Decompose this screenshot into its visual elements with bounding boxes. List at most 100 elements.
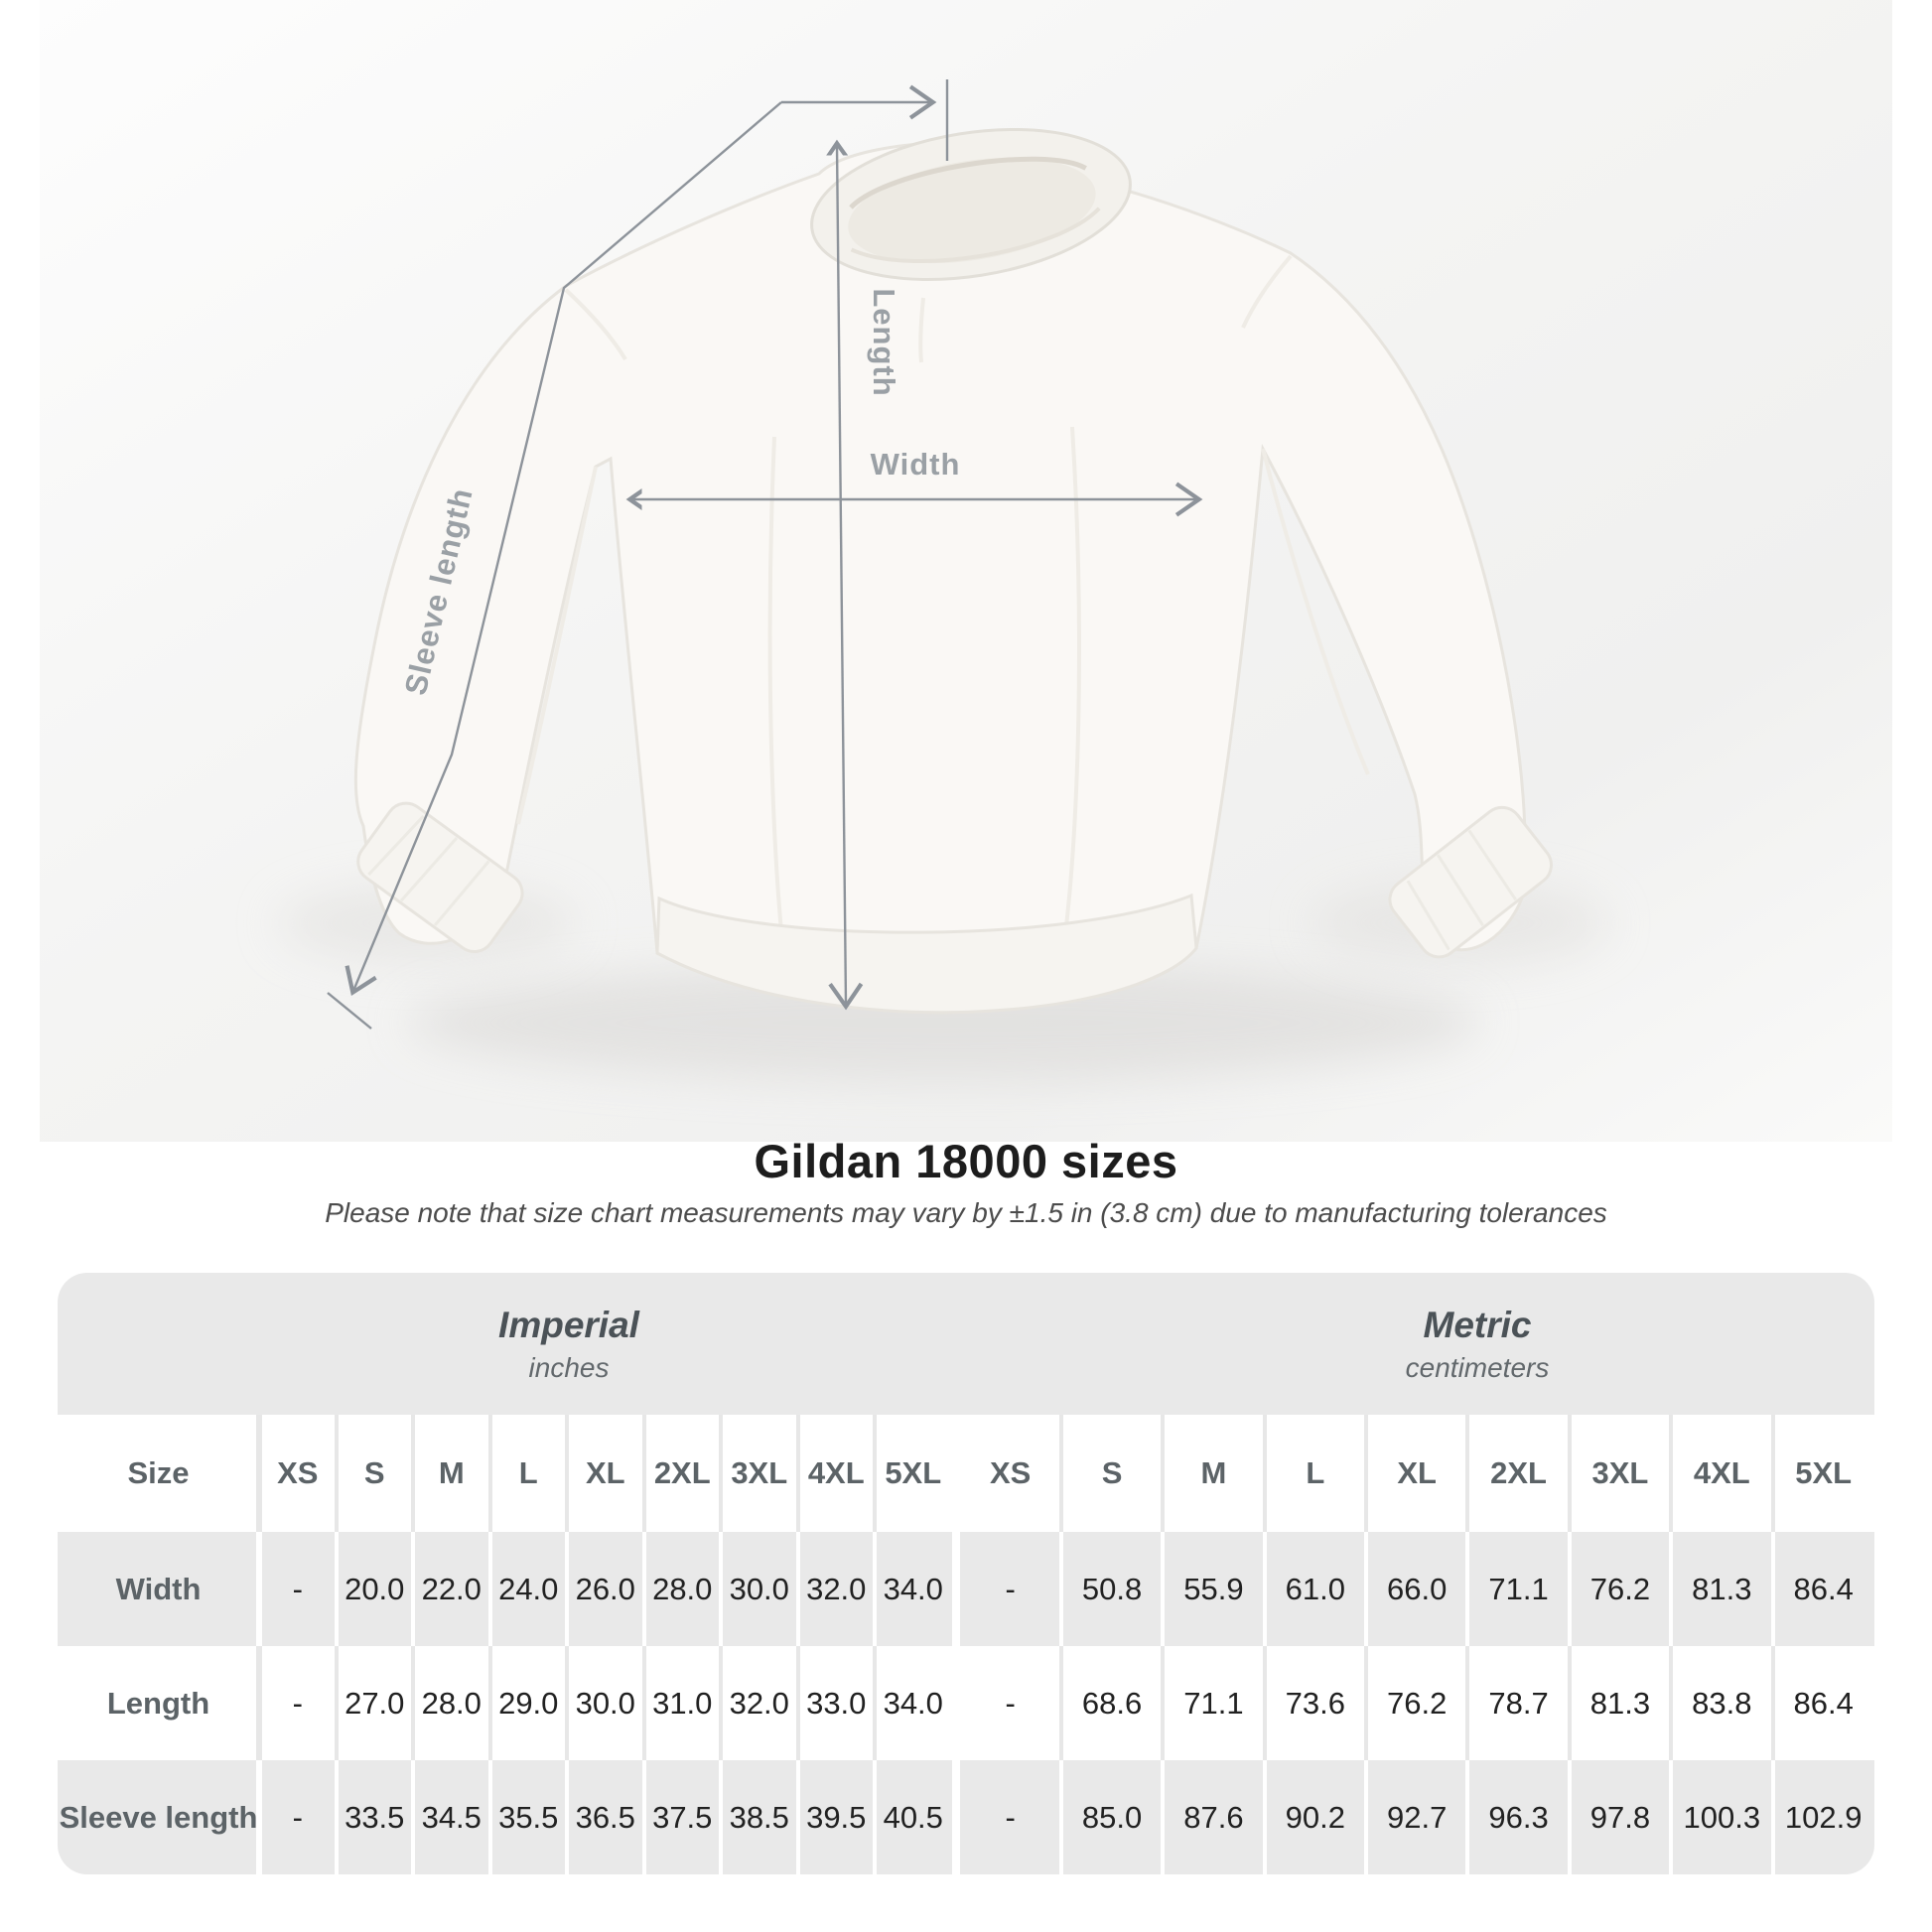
sleeve-length-line xyxy=(345,101,782,997)
imperial-value-cell: - xyxy=(259,1646,338,1760)
metric-value-cell: 71.1 xyxy=(1467,1532,1573,1646)
metric-value-cell: 71.1 xyxy=(1163,1646,1268,1760)
imperial-value-cell: 30.0 xyxy=(721,1532,799,1646)
imperial-size-header-2XL: 2XL xyxy=(644,1415,723,1532)
imperial-value-cell: - xyxy=(259,1760,338,1874)
imperial-size-header-S: S xyxy=(337,1415,415,1532)
imperial-value-cell: 35.5 xyxy=(490,1760,569,1874)
imperial-value-cell: 24.0 xyxy=(490,1532,569,1646)
group-divider xyxy=(951,1532,960,1646)
imperial-size-header-M: M xyxy=(413,1415,491,1532)
imperial-value-cell: 34.0 xyxy=(883,1571,943,1606)
metric-value-cell: 90.2 xyxy=(1265,1760,1369,1874)
imperial-unit: inches xyxy=(528,1351,610,1383)
metric-size-header-L: L xyxy=(1265,1415,1369,1532)
metric-value-cell: 81.3 xyxy=(1671,1532,1775,1646)
sleeve-end-tick xyxy=(327,992,372,1030)
metric-value-cell: 73.6 xyxy=(1265,1646,1369,1760)
group-divider xyxy=(951,1415,960,1532)
imperial-value-cell: 30.0 xyxy=(567,1646,645,1760)
metric-value-cell: 81.3 xyxy=(1570,1646,1674,1760)
imperial-value-cell: 34.0 xyxy=(883,1685,943,1721)
metric-value-cell: 96.3 xyxy=(1467,1760,1573,1874)
imperial-size-header-L: L xyxy=(490,1415,569,1532)
metric-unit: centimeters xyxy=(1405,1351,1550,1383)
measurement-row: Length -27.0 28.0 29.0 30.0 31.0 32.0 33.0 34.0-… xyxy=(58,1646,1874,1760)
metric-value-cell: 55.9 xyxy=(1163,1532,1268,1646)
metric-size-header-M: M xyxy=(1163,1415,1268,1532)
size-table-body: Size XS S M L XL 2XL 3XL 4XL 5XL XS S M L XL 2XL 3XL 4XL 5… xyxy=(58,1415,1874,1874)
imperial-value-cell: 37.5 xyxy=(644,1760,723,1874)
imperial-value-cell: 33.5 xyxy=(337,1760,415,1874)
metric-value-cell: 86.4 xyxy=(1793,1685,1854,1721)
imperial-group-header: Imperial inches xyxy=(58,1305,1080,1384)
metric-size-header-S: S xyxy=(1061,1415,1166,1532)
metric-size-header-XL: XL xyxy=(1366,1415,1470,1532)
metric-size-header-5XL: 5XL xyxy=(1795,1455,1853,1490)
imperial-value-cell: 26.0 xyxy=(567,1532,645,1646)
imperial-size-header-XS: XS xyxy=(259,1415,338,1532)
metric-size-header-3XL: 3XL xyxy=(1570,1415,1674,1532)
imperial-size-header-4XL: 4XL xyxy=(798,1415,877,1532)
metric-label: Metric xyxy=(1423,1304,1532,1345)
left-cuff xyxy=(356,801,524,954)
sweatshirt-diagram: Length Width Sleeve length xyxy=(40,0,1892,1142)
imperial-value-cell: 28.0 xyxy=(644,1532,723,1646)
tolerance-note: Please note that size chart measurements… xyxy=(325,1197,1607,1228)
row-label: Sleeve length xyxy=(58,1760,262,1874)
metric-value-cell: 97.8 xyxy=(1570,1760,1674,1874)
metric-value-cell: 61.0 xyxy=(1265,1532,1369,1646)
metric-value-cell: - xyxy=(960,1532,1064,1646)
metric-value-cell: 92.7 xyxy=(1366,1760,1470,1874)
metric-value-cell: 100.3 xyxy=(1671,1760,1775,1874)
group-divider xyxy=(951,1760,960,1874)
imperial-value-cell: 39.5 xyxy=(798,1760,877,1874)
imperial-value-cell: 22.0 xyxy=(413,1532,491,1646)
metric-value-cell: 66.0 xyxy=(1366,1532,1470,1646)
column-header-row: Size XS S M L XL 2XL 3XL 4XL 5XL XS S M L XL 2XL 3XL 4XL 5… xyxy=(58,1415,1874,1532)
metric-value-cell: 83.8 xyxy=(1671,1646,1775,1760)
length-label: Length xyxy=(867,288,901,396)
metric-size-header-XS: XS xyxy=(960,1415,1064,1532)
dimension-lines xyxy=(327,79,1197,1030)
imperial-value-cell: 40.5 xyxy=(883,1799,943,1835)
metric-group-header: Metric centimeters xyxy=(1080,1305,1874,1384)
metric-value-cell: 86.4 xyxy=(1793,1571,1854,1606)
unit-group-band: Imperial inches Metric centimeters xyxy=(58,1273,1874,1415)
imperial-size-header-3XL: 3XL xyxy=(721,1415,799,1532)
imperial-value-cell: 34.5 xyxy=(413,1760,491,1874)
group-divider xyxy=(951,1646,960,1760)
row-label: Width xyxy=(58,1532,262,1646)
imperial-value-cell: 28.0 xyxy=(413,1646,491,1760)
metric-value-cell: - xyxy=(960,1760,1064,1874)
imperial-value-cell: 27.0 xyxy=(337,1646,415,1760)
imperial-value-cell: - xyxy=(259,1532,338,1646)
metric-size-header-2XL: 2XL xyxy=(1467,1415,1573,1532)
product-photo: Length Width Sleeve length xyxy=(40,0,1892,1142)
imperial-value-cell: 32.0 xyxy=(721,1646,799,1760)
metric-value-cell: 102.9 xyxy=(1784,1799,1863,1835)
metric-value-cell: 68.6 xyxy=(1061,1646,1166,1760)
imperial-value-cell: 32.0 xyxy=(798,1532,877,1646)
right-cuff xyxy=(1388,805,1553,959)
metric-value-cell: 76.2 xyxy=(1366,1646,1470,1760)
metric-value-cell: 85.0 xyxy=(1061,1760,1166,1874)
imperial-value-cell: 36.5 xyxy=(567,1760,645,1874)
collar xyxy=(810,128,1132,281)
metric-size-header-4XL: 4XL xyxy=(1671,1415,1775,1532)
row-label: Length xyxy=(58,1646,262,1760)
imperial-value-cell: 38.5 xyxy=(721,1760,799,1874)
hem-ribbing xyxy=(655,893,1198,1015)
metric-value-cell: 78.7 xyxy=(1467,1646,1573,1760)
metric-value-cell: 50.8 xyxy=(1061,1532,1166,1646)
imperial-size-header-5XL: 5XL xyxy=(885,1455,942,1490)
length-line xyxy=(837,145,846,1005)
size-column-header: Size xyxy=(58,1415,262,1532)
imperial-label: Imperial xyxy=(498,1304,639,1345)
metric-value-cell: - xyxy=(960,1646,1064,1760)
width-label: Width xyxy=(871,447,961,482)
measurement-row: Width -20.0 22.0 24.0 26.0 28.0 30.0 32.0 34.0-5… xyxy=(58,1532,1874,1646)
page-title: Gildan 18000 sizes xyxy=(754,1135,1178,1187)
metric-value-cell: 87.6 xyxy=(1163,1760,1268,1874)
imperial-value-cell: 33.0 xyxy=(798,1646,877,1760)
